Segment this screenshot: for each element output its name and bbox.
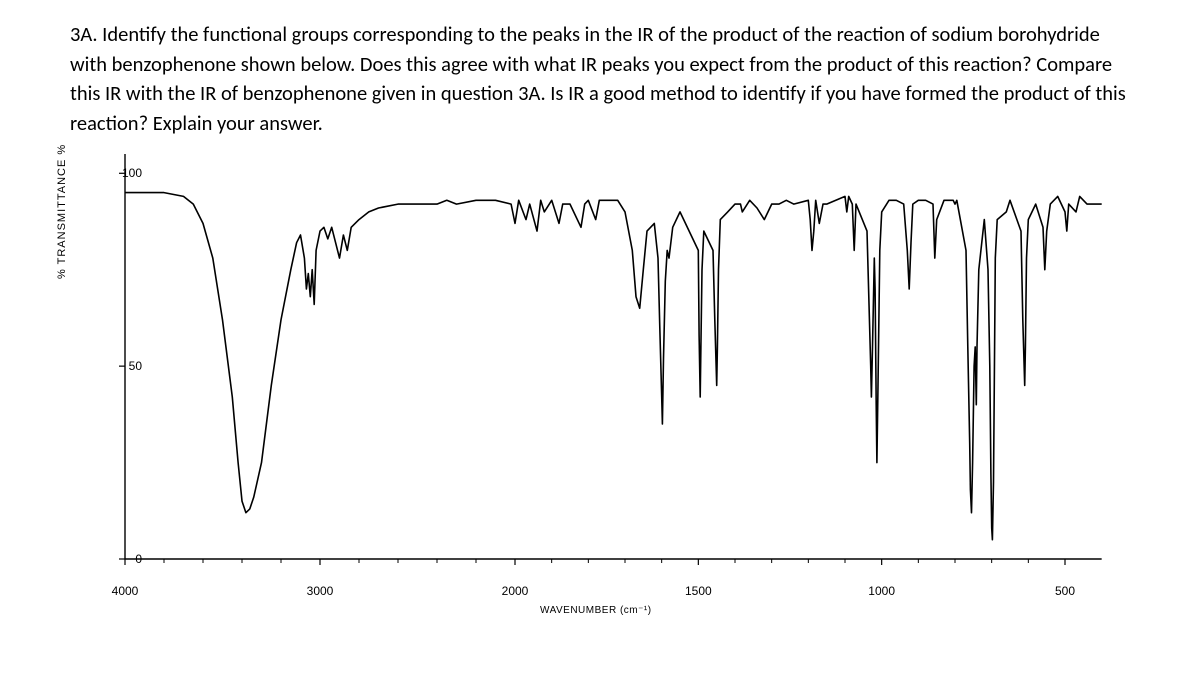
x-tick-label: 4000 (112, 584, 139, 598)
plot-area: 10050040003000200015001000500 (110, 149, 1120, 579)
x-tick-label: 2000 (502, 584, 529, 598)
ir-spectrum-chart: % TRANSMITTANCE % WAVENUMBER (cm⁻¹) 1005… (70, 149, 1130, 614)
question-text: 3A. Identify the functional groups corre… (70, 20, 1130, 139)
y-tick-label: 0 (112, 552, 142, 566)
x-axis-label: WAVENUMBER (cm⁻¹) (540, 605, 652, 616)
y-tick-label: 100 (112, 166, 142, 180)
x-tick-label: 1500 (685, 584, 712, 598)
y-axis-label: % TRANSMITTANCE % (56, 144, 68, 279)
x-tick-label: 3000 (307, 584, 334, 598)
spectrum-svg (110, 149, 1120, 579)
x-tick-label: 500 (1055, 584, 1075, 598)
x-tick-label: 1000 (868, 584, 895, 598)
y-tick-label: 50 (112, 359, 142, 373)
